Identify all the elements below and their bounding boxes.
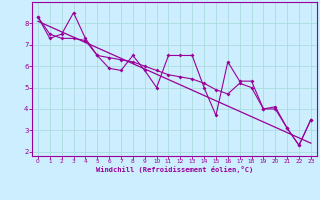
X-axis label: Windchill (Refroidissement éolien,°C): Windchill (Refroidissement éolien,°C) [96,166,253,173]
